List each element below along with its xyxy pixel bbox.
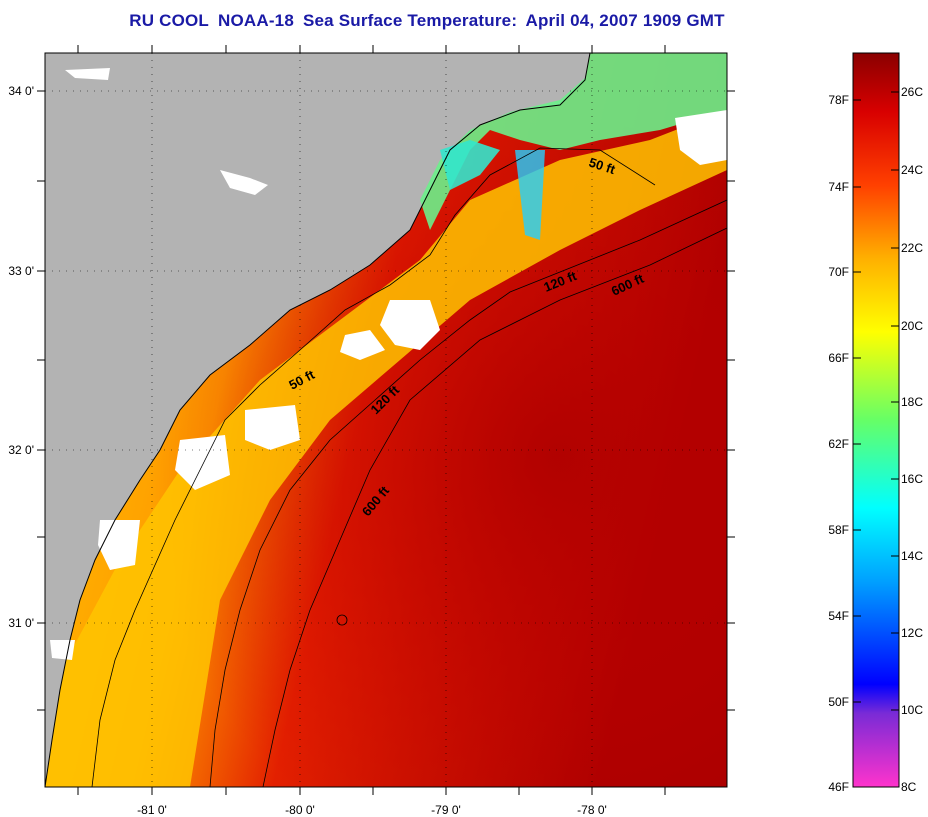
colorbar-f-label: 50F [828,695,849,709]
lat-label-31: 31 0' [8,616,34,630]
lon-label-79: -79 0' [431,803,461,817]
colorbar-c-label: 8C [901,780,917,794]
temperature-colorbar [853,53,899,787]
colorbar-f-label: 46F [828,780,849,794]
colorbar-f-label: 58F [828,523,849,537]
colorbar-c-label: 10C [901,703,923,717]
lon-label-81: -81 0' [137,803,167,817]
colorbar-f-label: 70F [828,265,849,279]
colorbar-c-label: 14C [901,549,923,563]
colorbar-c-label: 26C [901,85,923,99]
map-image [45,53,727,787]
lat-label-33: 33 0' [8,264,34,278]
colorbar-f-label: 78F [828,93,849,107]
colorbar-f-label: 74F [828,180,849,194]
lon-label-78: -78 0' [577,803,607,817]
colorbar-f-label: 54F [828,609,849,623]
colorbar-c-label: 22C [901,241,923,255]
colorbar-f-label: 62F [828,437,849,451]
lat-label-34: 34 0' [8,84,34,98]
colorbar-c-label: 20C [901,319,923,333]
colorbar-f-label: 66F [828,351,849,365]
sst-map: 34 0' 33 0' 32 0' 31 0' -81 0' -80 0' -7… [0,0,928,817]
colorbar-c-label: 16C [901,472,923,486]
colorbar-c-label: 12C [901,626,923,640]
colorbar-c-label: 24C [901,163,923,177]
lat-label-32: 32 0' [8,443,34,457]
colorbar-c-label: 18C [901,395,923,409]
lon-label-80: -80 0' [285,803,315,817]
